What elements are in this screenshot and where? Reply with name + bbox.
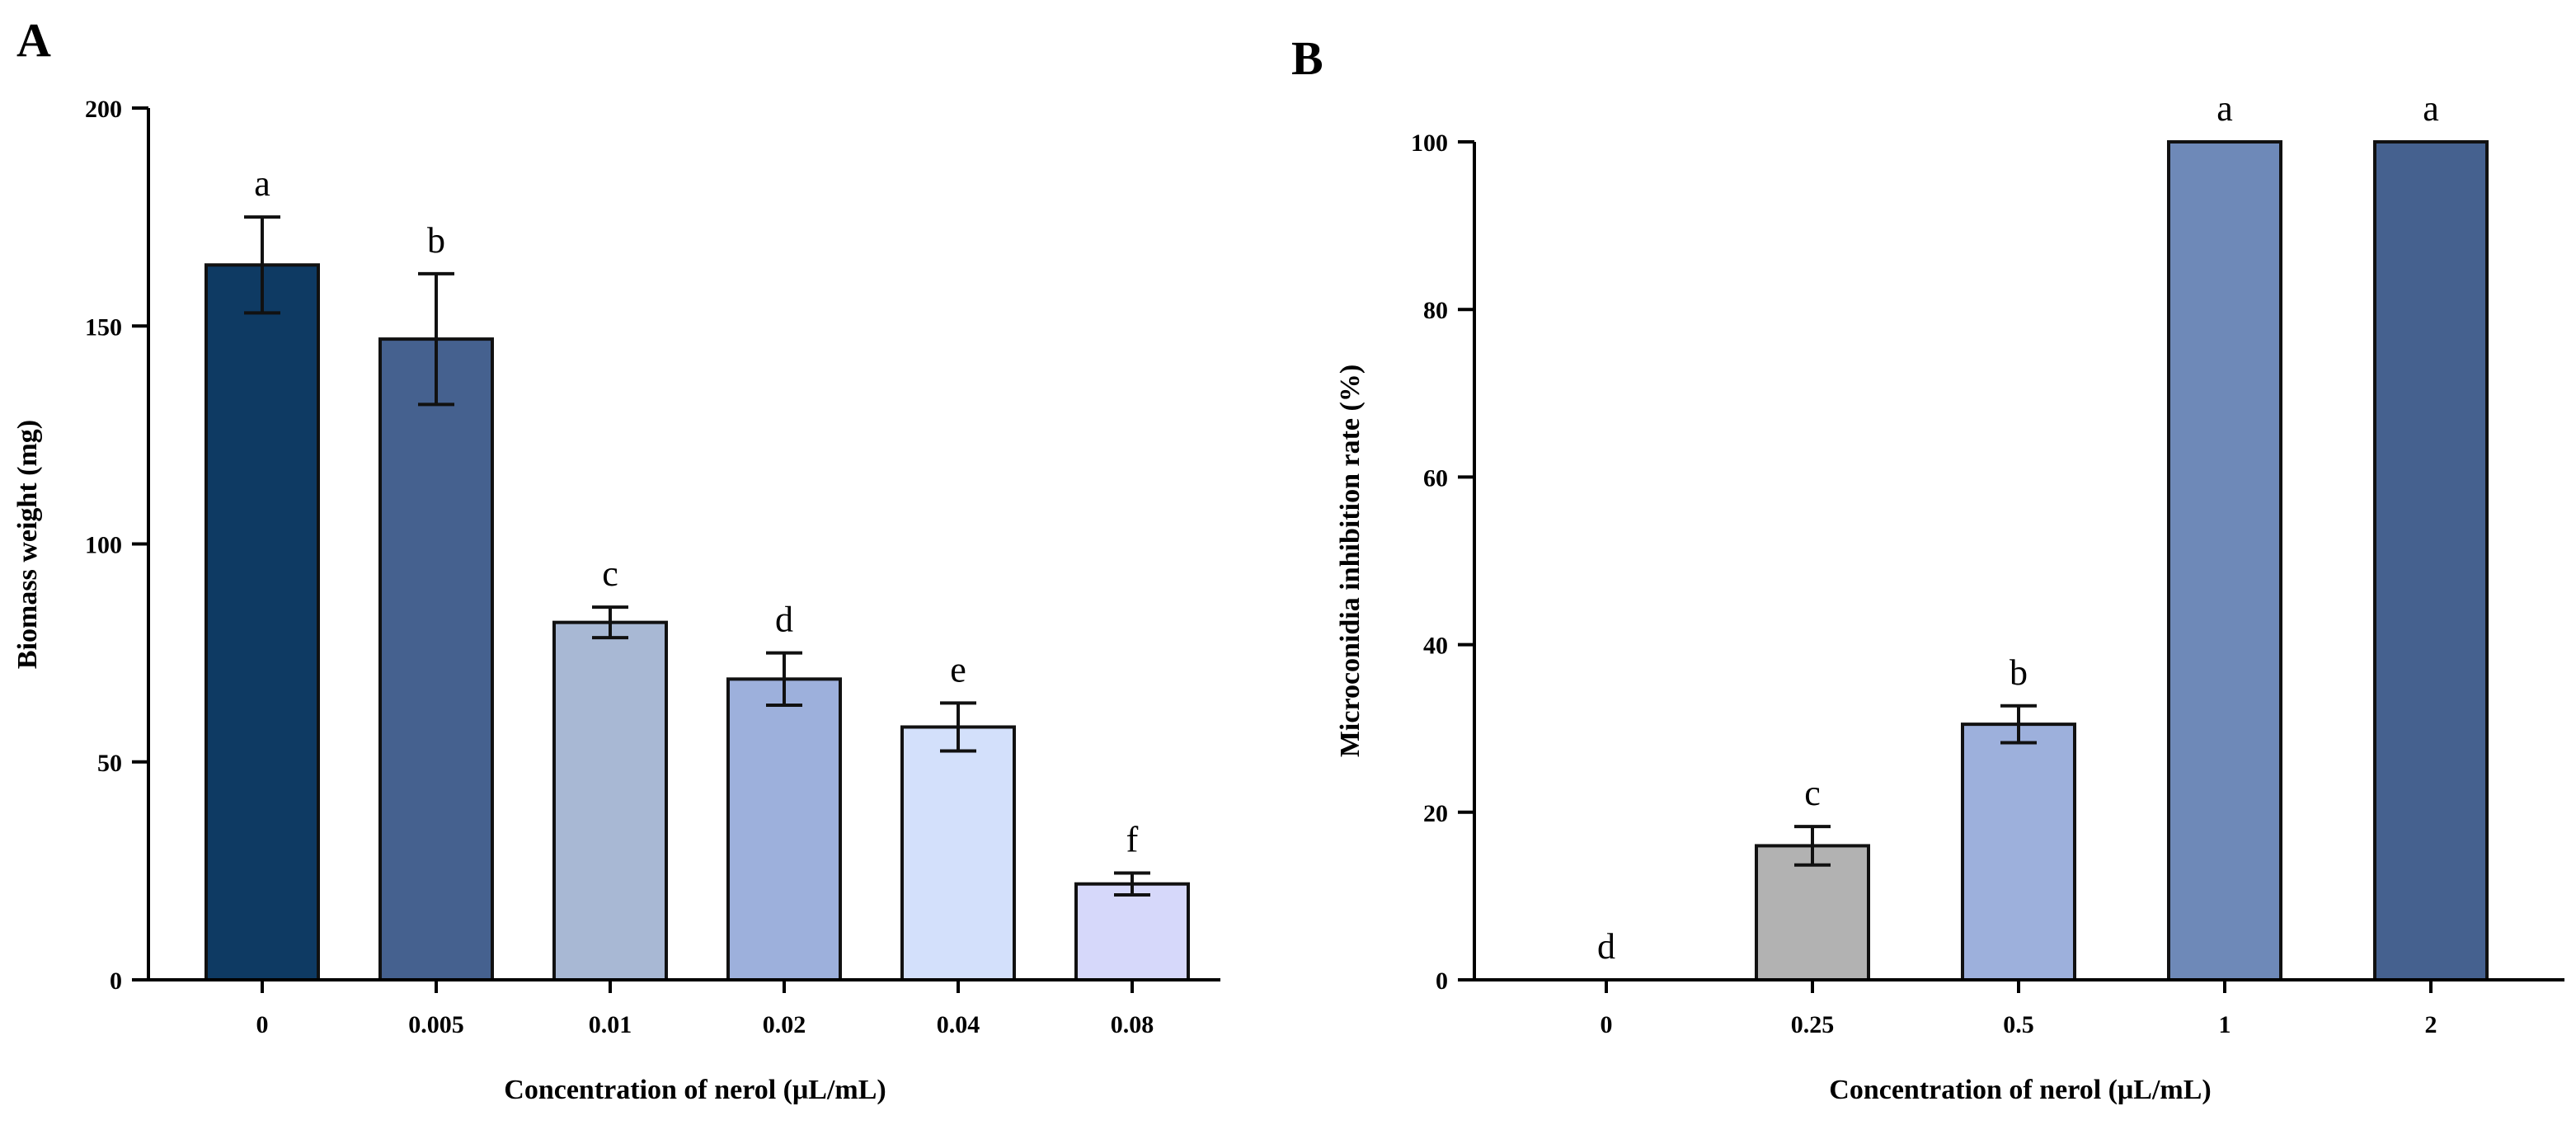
panel-a-x-tick-label: 0 [256, 1011, 269, 1038]
panel-b-y-tick-label: 20 [1423, 800, 1448, 827]
panel-a-y-tick-label: 100 [85, 532, 122, 559]
panel-a-bar [900, 725, 1016, 981]
panel-b-bar [2167, 140, 2282, 981]
panel-b-y-tick-label: 100 [1411, 129, 1448, 157]
panel-a-bars: a b c d e f [204, 163, 1190, 982]
panel-b-x-tick-label: 0 [1601, 1011, 1613, 1038]
panel-b-y-ticks: 0 20 40 60 80 100 [1411, 129, 1474, 995]
panel-b-significance-letter: a [2216, 88, 2233, 129]
panel-b-significance-letter: d [1597, 926, 1615, 967]
panel-a-x-tick-label: 0.08 [1111, 1011, 1154, 1038]
panel-a-x-ticks: 0 0.005 0.01 0.02 0.04 0.08 [256, 980, 1154, 1038]
panel-a-y-ticks: 0 50 100 150 200 [85, 96, 148, 995]
panel-b-y-tick-label: 40 [1423, 633, 1448, 660]
panel-b-bar [1961, 723, 2076, 981]
panel-b-significance-letter: b [2010, 652, 2028, 693]
panel-b-x-tick-label: 1 [2219, 1011, 2231, 1038]
panel-a-x-axis-title: Concentration of nerol (μL/mL) [504, 1075, 886, 1105]
panel-b-x-axis-title: Concentration of nerol (μL/mL) [1829, 1075, 2211, 1105]
panel-b-significance-letter: c [1804, 773, 1821, 813]
panel-a-significance-letter: f [1126, 820, 1139, 860]
panel-a-bar [726, 677, 842, 982]
panel-b-y-tick-label: 80 [1423, 297, 1448, 324]
panel-b-significance-letter: a [2423, 88, 2439, 129]
panel-a-y-tick-label: 150 [85, 313, 122, 341]
panel-a-x-tick-label: 0.04 [937, 1011, 980, 1038]
panel-a-x-tick-label: 0.01 [589, 1011, 632, 1038]
panel-a-bar [1074, 882, 1190, 981]
panel-b-bars: d c b a a [1597, 88, 2489, 981]
panel-b-bar [2373, 140, 2489, 981]
panel-a: A a b c d e f 0 50 100 150 200 0 0.005 0.01 0.02 0.04… [12, 13, 1220, 1105]
panel-a-x-tick-label: 0.005 [408, 1011, 464, 1038]
panel-b-x-tick-label: 2 [2425, 1011, 2437, 1038]
panel-a-significance-letter: a [254, 163, 270, 204]
panel-b-y-tick-label: 0 [1436, 967, 1448, 995]
panel-b-x-ticks: 0 0.25 0.5 1 2 [1601, 980, 2437, 1038]
panel-a-bar [378, 337, 494, 982]
panel-b-x-tick-label: 0.5 [2003, 1011, 2034, 1038]
panel-a-bar [204, 263, 320, 981]
panel-b-y-tick-label: 60 [1423, 464, 1448, 492]
panel-a-label: A [16, 13, 51, 67]
panel-a-significance-letter: d [775, 600, 793, 640]
panel-a-significance-letter: e [950, 649, 966, 690]
panel-b-label: B [1291, 31, 1323, 85]
panel-b-y-axis-title: Microconidia inhibition rate (%) [1335, 365, 1366, 757]
panel-a-significance-letter: b [427, 220, 445, 261]
panel-a-significance-letter: c [602, 553, 618, 594]
panel-a-bar [552, 620, 668, 981]
panel-a-y-tick-label: 0 [110, 967, 122, 995]
panel-a-x-tick-label: 0.02 [763, 1011, 806, 1038]
panel-a-y-axis-title: Biomass weight (mg) [12, 420, 43, 669]
panel-a-y-tick-label: 50 [97, 750, 122, 777]
panel-b-x-tick-label: 0.25 [1791, 1011, 1835, 1038]
panel-a-y-tick-label: 200 [85, 96, 122, 123]
panel-b: B d c b a a 0 20 40 60 80 100 0 0.25 0.5 1 2 Microcon… [1291, 31, 2564, 1105]
